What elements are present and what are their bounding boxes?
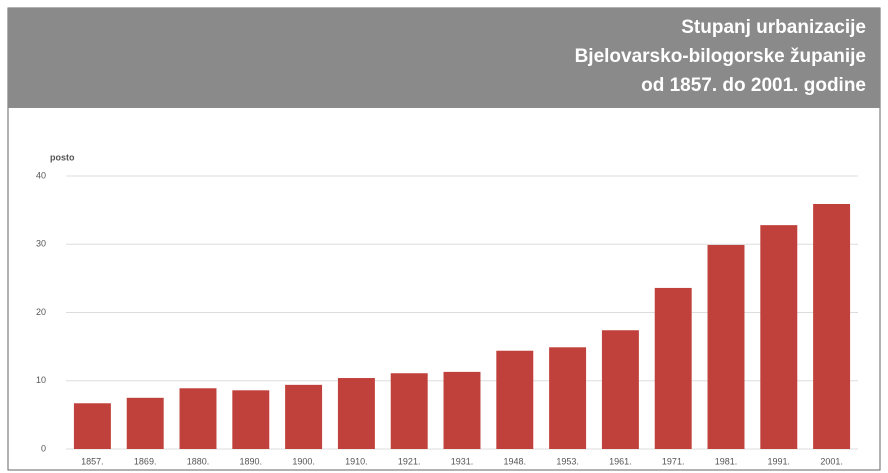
x-tick-label: 1931.: [451, 456, 474, 466]
x-tick-label: 1869.: [134, 456, 157, 466]
x-tick-label: 1890.: [240, 456, 263, 466]
chart-title: Bjelovarsko-bilogorske županije: [575, 46, 866, 67]
x-tick-label: 1991.: [768, 456, 791, 466]
y-tick-label: 20: [36, 307, 46, 317]
bar: [390, 373, 428, 449]
bar: [654, 287, 692, 449]
x-tick-label: 1857.: [81, 456, 104, 466]
y-axis-label: posto: [50, 152, 75, 162]
bar: [126, 397, 164, 449]
bar: [285, 384, 323, 449]
x-tick-label: 1921.: [398, 456, 421, 466]
bar: [337, 378, 375, 449]
bar: [549, 347, 587, 449]
x-tick-label: 1971.: [662, 456, 685, 466]
y-tick-label: 30: [36, 239, 46, 249]
header-band: [8, 8, 880, 108]
bar: [232, 390, 270, 449]
y-tick-label: 10: [36, 375, 46, 385]
y-tick-label: 40: [36, 170, 46, 180]
chart-title: Stupanj urbanizacije: [681, 17, 866, 38]
bar: [179, 388, 217, 449]
x-tick-label: 1961.: [609, 456, 632, 466]
x-tick-label: 1948.: [504, 456, 527, 466]
y-tick-label: 0: [41, 443, 46, 453]
bar: [601, 330, 639, 449]
chart-title: od 1857. do 2001. godine: [641, 75, 866, 96]
bar: [760, 225, 798, 449]
bar: [707, 244, 745, 449]
bar: [443, 371, 481, 449]
bar: [496, 350, 534, 449]
x-tick-label: 1880.: [187, 456, 210, 466]
x-tick-label: 1953.: [556, 456, 579, 466]
x-tick-label: 2001.: [820, 456, 843, 466]
x-tick-label: 1900.: [292, 456, 315, 466]
x-tick-label: 1910.: [345, 456, 368, 466]
x-tick-label: 1981.: [715, 456, 738, 466]
bar: [73, 403, 111, 449]
bar: [813, 203, 851, 449]
